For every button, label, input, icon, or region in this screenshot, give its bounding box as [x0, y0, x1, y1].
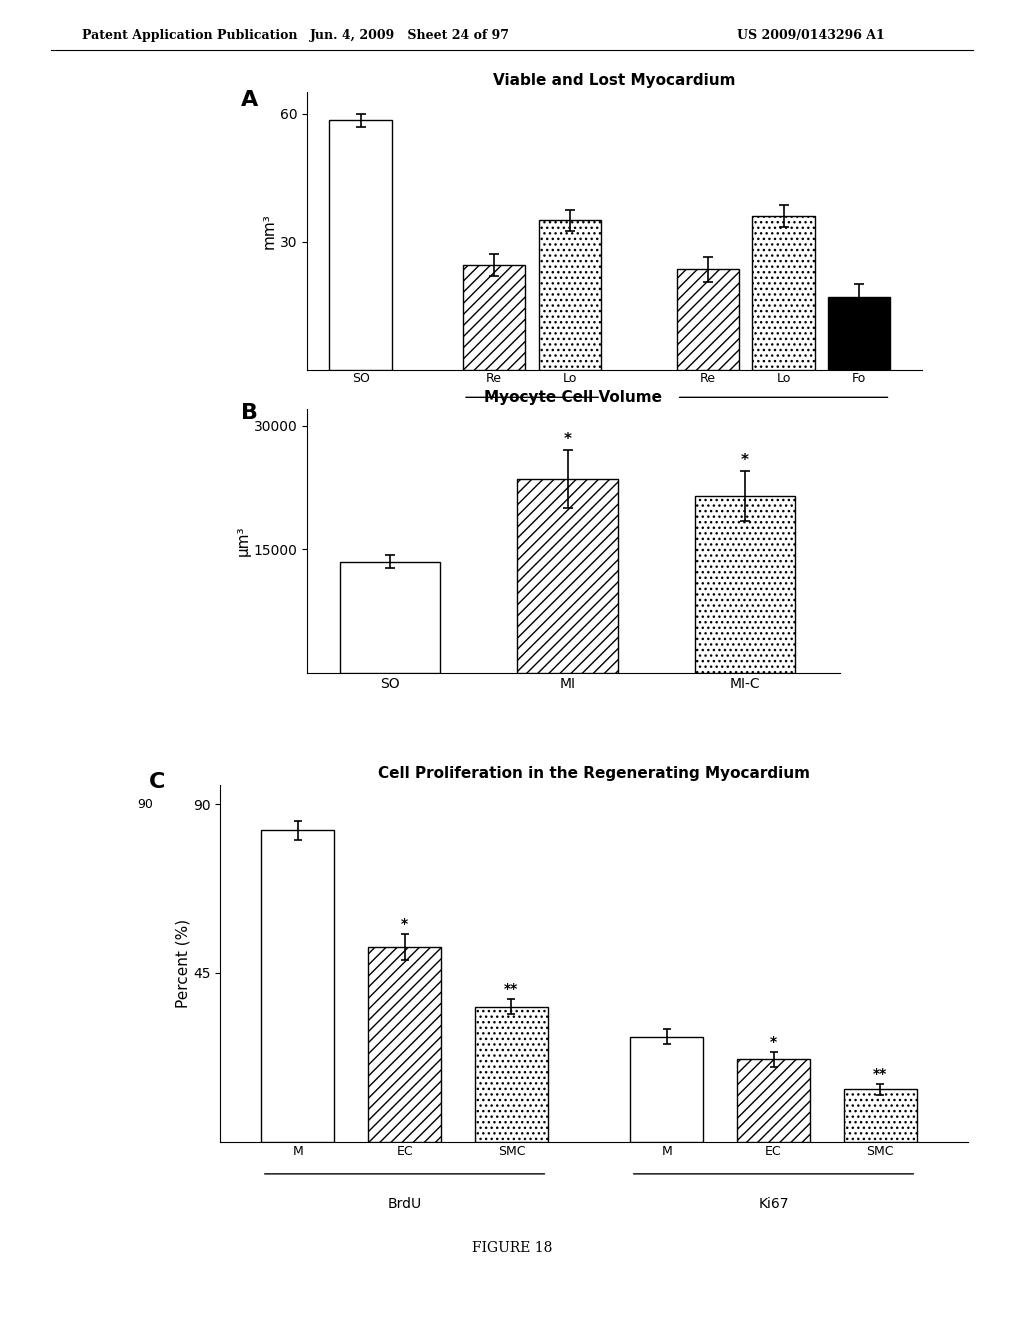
Text: **: ** [873, 1067, 888, 1081]
Title: Myocyte Cell Volume: Myocyte Cell Volume [484, 391, 663, 405]
Text: **: ** [504, 982, 518, 997]
Bar [694, 496, 796, 673]
Bar [844, 1089, 916, 1142]
Bar [737, 1059, 810, 1142]
Bar [828, 297, 891, 370]
Text: MI: MI [525, 417, 540, 430]
Title: Cell Proliferation in the Regenerating Myocardium: Cell Proliferation in the Regenerating M… [378, 767, 810, 781]
Bar [753, 216, 815, 370]
Text: Ki67: Ki67 [758, 1197, 788, 1210]
Title: Viable and Lost Myocardium: Viable and Lost Myocardium [494, 74, 735, 88]
Text: FIGURE 18: FIGURE 18 [472, 1241, 552, 1255]
Bar [677, 269, 739, 370]
Bar [517, 479, 617, 673]
Text: MI-C: MI-C [770, 417, 798, 430]
Text: *: * [741, 453, 749, 467]
Bar [475, 1007, 548, 1142]
Bar [539, 220, 601, 370]
Text: B: B [241, 403, 258, 422]
Text: BrdU: BrdU [387, 1197, 422, 1210]
Bar [463, 265, 525, 370]
Text: US 2009/0143296 A1: US 2009/0143296 A1 [737, 29, 885, 42]
Text: Jun. 4, 2009   Sheet 24 of 97: Jun. 4, 2009 Sheet 24 of 97 [309, 29, 510, 42]
Y-axis label: mm³: mm³ [262, 213, 278, 249]
Y-axis label: μm³: μm³ [236, 525, 251, 557]
Bar [330, 120, 392, 370]
Text: C: C [148, 772, 165, 792]
Text: *: * [401, 916, 409, 931]
Bar [340, 562, 440, 673]
Text: *: * [770, 1035, 777, 1049]
Text: Patent Application Publication: Patent Application Publication [82, 29, 297, 42]
Bar [261, 830, 334, 1142]
Text: 90: 90 [137, 797, 153, 810]
Bar [369, 946, 441, 1142]
Text: A: A [241, 90, 258, 110]
Bar [631, 1036, 703, 1142]
Text: *: * [563, 432, 571, 447]
Y-axis label: Percent (%): Percent (%) [175, 919, 190, 1008]
